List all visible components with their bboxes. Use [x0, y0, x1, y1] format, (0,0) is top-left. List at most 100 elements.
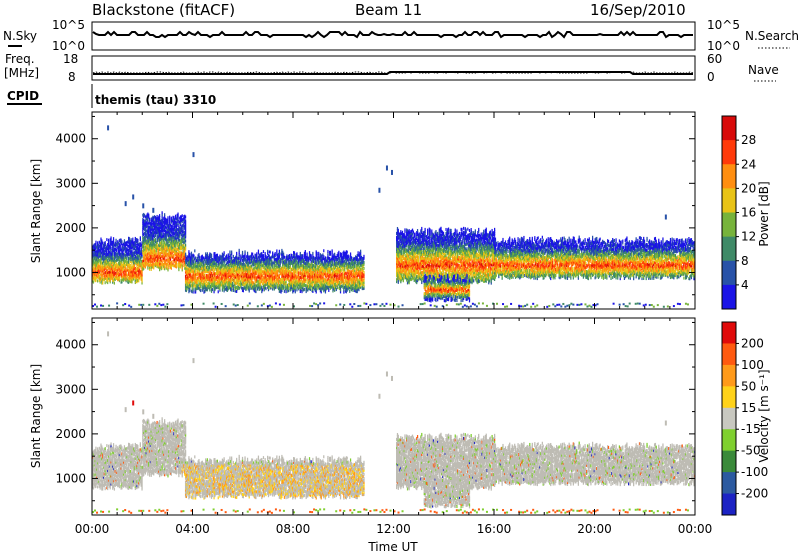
power-cell [121, 240, 122, 243]
nsky-panel: N.Sky 10^5 10^0 10^5 10^0 N.Search [3, 18, 799, 53]
power-cell [338, 251, 339, 254]
power-cell [159, 214, 160, 217]
nsearch-tick-bottom: 10^0 [707, 39, 740, 53]
power-cell [306, 278, 307, 281]
power-cell [164, 213, 165, 216]
cpid-row: CPID themis (tau) 3310 [7, 84, 216, 108]
power-cell [93, 281, 94, 284]
power-cell [247, 252, 248, 255]
beam-title: Beam 11 [355, 1, 422, 19]
power-cell [231, 251, 232, 254]
power-cell [185, 219, 186, 222]
power-cell [162, 211, 163, 214]
power-cell [149, 218, 150, 221]
power-cell [236, 252, 237, 255]
power-cell [218, 290, 219, 293]
power-cell [223, 251, 224, 254]
power-cell [267, 250, 268, 253]
power-cell [185, 253, 186, 256]
station-title: Blackstone (fitACF) [92, 1, 235, 19]
power-cell [258, 250, 259, 253]
power-cell [337, 286, 338, 289]
power-cell [177, 213, 178, 216]
power-cell [148, 214, 149, 217]
power-cell [332, 249, 333, 252]
power-cell [306, 253, 307, 256]
power-cell [132, 238, 133, 241]
power-cell [140, 236, 141, 239]
freq-tick-bottom: 8 [68, 70, 76, 84]
power-cell [309, 251, 310, 254]
power-cell [265, 252, 266, 255]
power-cell [162, 259, 163, 262]
power-cell [169, 216, 170, 219]
nave-tick-bottom: 0 [707, 70, 715, 84]
power-cell [97, 279, 98, 282]
power-cell [115, 239, 116, 242]
power-cell [198, 253, 199, 256]
power-cell [193, 254, 194, 257]
power-cell [171, 217, 172, 220]
power-cell [155, 238, 156, 241]
power-cell [105, 281, 106, 284]
power-cell [311, 254, 312, 257]
power-cell [330, 251, 331, 254]
date-title: 16/Sep/2010 [590, 1, 686, 19]
power-cell [304, 288, 305, 291]
power-cell [137, 239, 138, 242]
power-cell [325, 256, 326, 259]
power-cell [116, 249, 117, 252]
power-cell [263, 254, 264, 257]
nsky-tick-bottom: 10^0 [52, 39, 85, 53]
power-cell [114, 282, 115, 285]
power-cell [276, 249, 277, 252]
power-cell [279, 250, 280, 253]
power-cell [124, 239, 125, 242]
nsky-trace [93, 32, 693, 37]
power-cell [193, 282, 194, 285]
cpid-value: themis (tau) 3310 [95, 93, 216, 107]
power-cell [341, 253, 342, 256]
power-cell [188, 250, 189, 253]
power-cell [126, 257, 127, 260]
power-cell [175, 215, 176, 218]
power-cell [270, 251, 271, 254]
power-cell [113, 237, 114, 240]
power-cell [185, 244, 186, 247]
power-cell [129, 237, 130, 240]
power-cell [252, 253, 253, 256]
power-cell [244, 250, 245, 253]
power-cell [171, 261, 172, 264]
power-cell [185, 240, 186, 243]
power-cell [296, 252, 297, 255]
power-cell [347, 251, 348, 254]
power-cell [236, 290, 237, 293]
power-cell [211, 254, 212, 257]
power-cell [185, 215, 186, 218]
power-cell [207, 252, 208, 255]
power-cell [167, 216, 168, 219]
power-cell [189, 253, 190, 256]
power-cell [131, 262, 132, 265]
power-cell [242, 251, 243, 254]
nave-tick-top: 60 [707, 52, 722, 66]
nsearch-tick-top: 10^5 [707, 18, 740, 32]
power-cell [272, 251, 273, 254]
power-cell [327, 250, 328, 253]
power-cell [312, 252, 313, 255]
nsky-tick-top: 10^5 [52, 18, 85, 32]
power-cell [199, 256, 200, 259]
power-cell [228, 253, 229, 256]
power-cell [182, 214, 183, 217]
power-cell [108, 239, 109, 242]
power-data [92, 125, 695, 307]
power-cell [200, 289, 201, 292]
power-cell [305, 250, 306, 253]
power-cell [231, 257, 232, 260]
power-cell [191, 252, 192, 255]
nsky-label: N.Sky [3, 29, 37, 43]
nave-label: Nave [748, 63, 779, 77]
freq-tick-top: 18 [63, 52, 78, 66]
power-cell [212, 288, 213, 291]
